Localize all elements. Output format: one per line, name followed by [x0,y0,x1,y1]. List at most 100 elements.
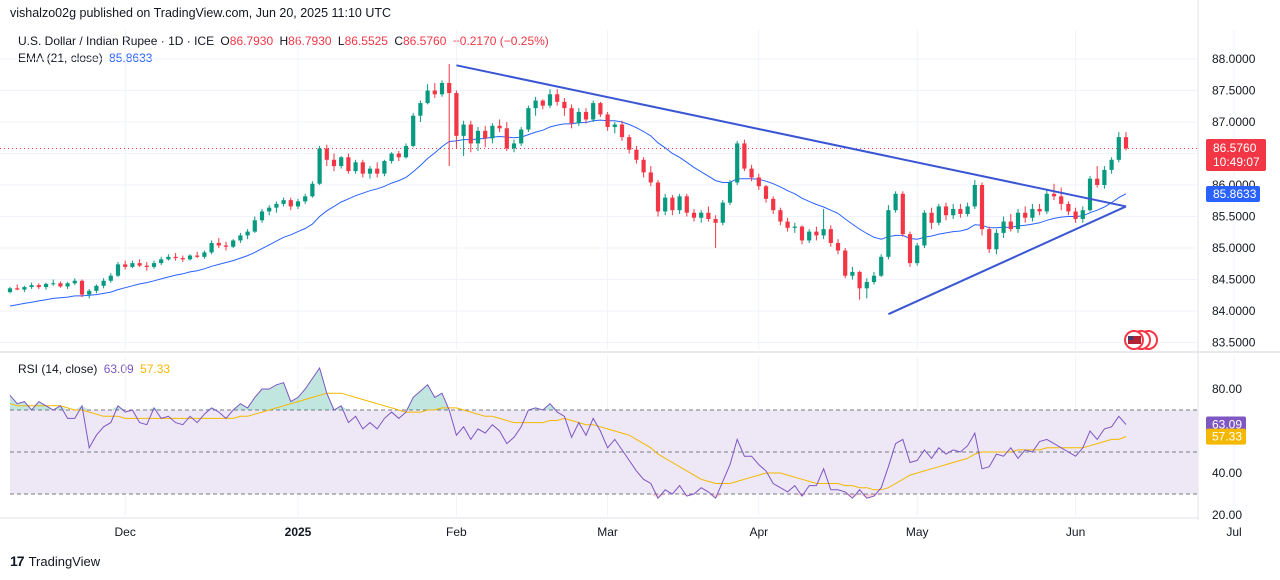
ema-price-badge-bg [1206,186,1260,202]
candle-body [850,271,855,276]
candle-body [706,212,711,220]
candle [1008,213,1013,232]
candle [835,239,841,255]
candle-body [972,185,977,207]
rsi-overbought-fill [233,368,334,410]
candle-body [634,149,639,160]
candle [87,288,92,299]
candle [879,254,884,277]
symbol-title[interactable]: U.S. Dollar / Indian Rupee · 1D · ICE [18,34,215,48]
candle [166,254,171,261]
candle [475,127,481,151]
candle [706,206,711,222]
candles [7,64,1129,300]
candle [756,173,761,191]
candle-body [1080,210,1085,220]
rsi-label[interactable]: RSI (14, close) [18,362,98,376]
candle-body [598,103,603,115]
rsi-y-tick-label: 80.00 [1212,382,1242,396]
change-value: −0.2170 (−0.25%) [452,34,549,48]
candle [331,153,337,172]
candle-body [879,256,884,276]
candle-body [619,124,625,138]
candle [814,226,819,241]
candle-body [439,82,445,95]
candle [411,113,416,148]
candle-body [900,193,905,235]
candle-body [79,280,85,295]
candle [922,210,927,248]
candle [144,261,149,271]
candle-body [670,197,675,211]
candle-body [605,114,610,128]
rsi-overbought-fill [528,407,543,410]
rsi-y-tick-label: 40.00 [1212,466,1242,480]
last-price-badge-bg [1206,139,1266,171]
candle-body [375,168,380,174]
candle [36,283,41,289]
candle [965,202,970,217]
candle [979,182,985,236]
rsi-value-badge-label: 63.09 [1212,418,1242,432]
candle-body [51,283,56,285]
candle-body [1030,208,1035,218]
candle [735,140,740,185]
candle [886,205,891,260]
candle-body [655,182,661,212]
candle-body [677,196,682,211]
candle-body [691,212,697,218]
candle-body [792,226,797,228]
candle-body [108,275,113,281]
rsi-ma-line [9,392,1127,491]
ema-label[interactable]: EMA (21, close) [18,51,103,65]
candle [893,191,898,213]
descending-trendline [456,64,1127,208]
y-tick-label: 88.0000 [1212,52,1256,66]
candle [151,260,157,269]
rsi-oversold-fill [859,494,882,499]
candle [843,248,848,279]
candle [951,203,956,220]
publisher-header: vishalzo02g published on TradingView.com… [10,6,392,20]
candle [281,197,286,207]
candle-body [295,201,301,207]
candle-body [195,255,200,257]
candle [346,153,351,174]
candle [821,208,826,240]
candle-body [749,168,754,178]
candle-body [1037,208,1042,212]
candle [900,191,905,237]
candle [1066,201,1071,216]
candle [504,122,509,151]
candle [432,82,437,99]
candle-body [288,200,293,207]
candle-body [756,177,761,187]
candle [785,217,790,232]
candle-body [828,229,833,243]
candle [749,164,754,182]
candle-body [641,159,646,173]
candle-body [936,206,941,223]
candle [807,229,812,243]
candle-body [367,168,373,174]
candle [1102,166,1107,189]
candle [799,225,805,245]
candle-body [576,111,581,124]
candle-body [389,153,394,162]
candle [65,282,70,289]
candle [562,98,567,116]
candle-body [915,245,920,264]
candle-body [1008,221,1013,230]
candle [828,225,833,247]
candle [1109,157,1114,174]
candle [850,266,855,280]
rsi-line [9,366,1127,500]
tradingview-logo-icon: 17 [10,553,25,569]
candle [648,166,653,187]
candle [605,111,610,131]
candle [763,185,769,203]
candle [871,271,877,285]
candle-body [454,93,459,136]
candle [591,100,596,122]
